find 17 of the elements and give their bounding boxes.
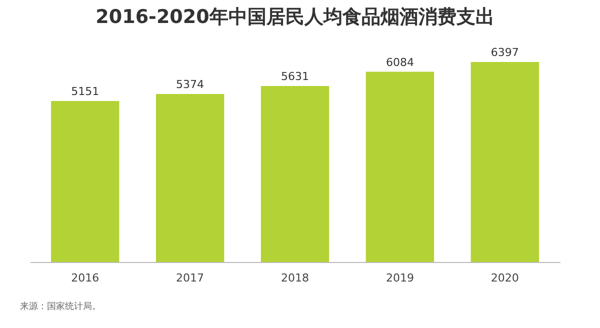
data-label: 5374 [176, 78, 204, 91]
bar [366, 72, 434, 262]
source-note: 来源：国家统计局。 [20, 301, 101, 312]
bar [156, 94, 224, 262]
x-tick-label: 2017 [176, 272, 204, 284]
data-label: 6084 [386, 56, 414, 69]
x-tick-label: 2018 [281, 272, 309, 284]
bar [470, 62, 540, 262]
x-tick-label: 2020 [490, 272, 519, 284]
data-label: 5151 [71, 84, 100, 98]
chart-title: 2016-2020年中国居民人均食品烟酒消费支出 [96, 6, 494, 28]
x-tick-label: 2016 [71, 272, 100, 284]
bar [260, 86, 330, 262]
x-tick-label: 2019 [386, 272, 414, 284]
data-label: 6397 [490, 46, 519, 59]
data-label: 5631 [281, 70, 309, 83]
bar [50, 100, 120, 262]
